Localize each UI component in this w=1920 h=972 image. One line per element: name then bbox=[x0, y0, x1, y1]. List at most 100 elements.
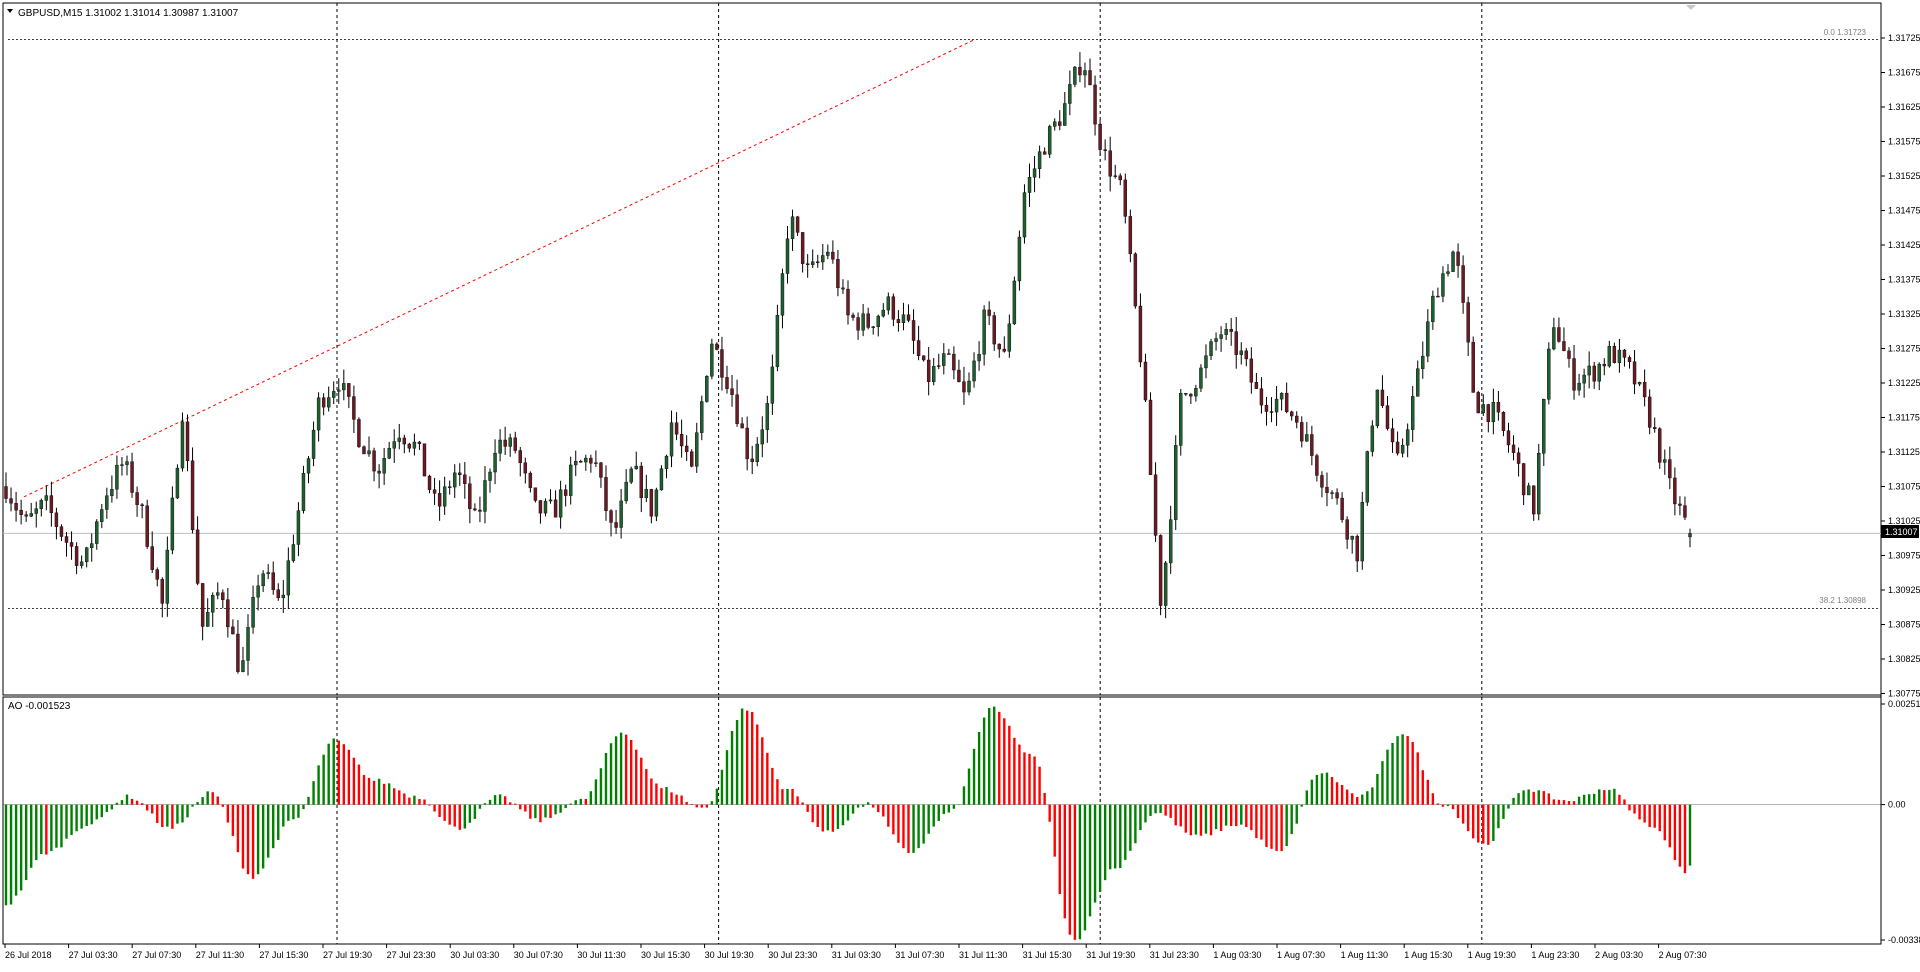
candle-body bbox=[1330, 492, 1334, 494]
ao-bar bbox=[478, 804, 482, 809]
ao-bar bbox=[448, 804, 451, 825]
ao-bar bbox=[675, 794, 678, 805]
ao-histogram bbox=[3, 706, 1881, 940]
triangle-down-icon[interactable] bbox=[7, 9, 13, 13]
candle-body bbox=[205, 612, 210, 627]
ao-bar bbox=[297, 804, 300, 818]
ao-bar bbox=[756, 724, 759, 805]
ao-bar bbox=[882, 804, 885, 817]
ao-bar bbox=[1340, 784, 1344, 805]
ao-bar bbox=[892, 804, 895, 835]
ao-bar bbox=[342, 744, 346, 805]
ao-bar bbox=[251, 804, 255, 879]
ao-bar bbox=[1068, 804, 1072, 935]
ao-bar bbox=[529, 804, 532, 819]
ao-bar bbox=[277, 804, 280, 840]
ao-bar bbox=[1229, 804, 1233, 827]
candle-body bbox=[523, 462, 528, 474]
candle-body bbox=[805, 263, 810, 265]
time-tick-label: 1 Aug 19:30 bbox=[1468, 950, 1516, 960]
candle-body bbox=[342, 383, 346, 391]
ao-bar bbox=[972, 748, 976, 805]
candle-body bbox=[715, 343, 719, 350]
scroll-indicator-icon[interactable] bbox=[1686, 5, 1696, 10]
ao-bar bbox=[907, 804, 910, 853]
ao-bar bbox=[740, 708, 744, 805]
candle-body bbox=[1567, 350, 1571, 359]
candle-body bbox=[745, 427, 749, 460]
ao-bar bbox=[1290, 804, 1293, 835]
candle-body bbox=[1289, 411, 1294, 417]
candle-body bbox=[24, 514, 28, 517]
ao-bar bbox=[488, 799, 492, 805]
candle-body bbox=[795, 216, 800, 233]
ao-bar bbox=[1058, 804, 1061, 894]
ao-bar bbox=[947, 804, 951, 813]
ao-bar bbox=[897, 804, 900, 843]
ao-bar bbox=[1653, 804, 1656, 828]
candle-body bbox=[1612, 346, 1617, 363]
candle-body bbox=[574, 461, 578, 466]
candle-body bbox=[407, 443, 412, 449]
candle-body bbox=[982, 309, 986, 355]
candle-body bbox=[1511, 444, 1516, 453]
ao-bar bbox=[140, 803, 144, 805]
ao-bar bbox=[191, 804, 194, 807]
candle-body bbox=[876, 315, 880, 327]
candle-body bbox=[508, 437, 512, 447]
ao-bar bbox=[1149, 804, 1152, 816]
candle-body bbox=[639, 465, 643, 499]
candle-body bbox=[463, 474, 467, 484]
candle-body bbox=[422, 443, 427, 477]
candle-body bbox=[478, 509, 482, 512]
candle-body bbox=[992, 315, 996, 345]
candle-body bbox=[155, 569, 159, 580]
ao-bar bbox=[1275, 804, 1278, 851]
candle-body bbox=[770, 366, 775, 404]
ao-bar bbox=[307, 796, 310, 805]
ao-bar bbox=[957, 804, 961, 806]
candle-body bbox=[1158, 535, 1163, 606]
ao-bar bbox=[1159, 804, 1162, 813]
ao-bar bbox=[423, 799, 426, 805]
candle-body bbox=[1184, 393, 1188, 395]
candle-body bbox=[1083, 70, 1087, 76]
ao-bar bbox=[932, 804, 935, 827]
ao-bar bbox=[791, 789, 794, 805]
ao-bar bbox=[201, 797, 204, 805]
ao-bar bbox=[408, 797, 411, 805]
ao-bar bbox=[700, 804, 703, 808]
candle-body bbox=[972, 360, 976, 382]
ao-bar bbox=[1108, 804, 1112, 870]
candle-body bbox=[1375, 389, 1380, 427]
ao-bar bbox=[584, 798, 588, 805]
candle-body bbox=[589, 457, 593, 464]
candle-body bbox=[800, 232, 805, 264]
ao-bar bbox=[1023, 752, 1026, 805]
ao-bar bbox=[337, 740, 340, 805]
ao-bar bbox=[574, 800, 577, 805]
candle-body bbox=[816, 261, 820, 263]
candle-body bbox=[553, 499, 558, 518]
candle-body bbox=[1103, 149, 1107, 151]
ao-bar bbox=[1648, 804, 1651, 828]
price-tick-label: 1.30975 bbox=[1888, 551, 1920, 561]
candle-body bbox=[130, 461, 134, 493]
candle-body bbox=[1194, 388, 1198, 397]
ao-bar bbox=[498, 794, 502, 805]
candle-body bbox=[180, 421, 185, 469]
candle-body bbox=[1471, 341, 1475, 393]
ao-bar bbox=[367, 777, 371, 805]
ao-bar bbox=[1547, 793, 1551, 805]
candle-body bbox=[347, 383, 351, 397]
time-tick-label: 30 Jul 03:30 bbox=[450, 950, 499, 960]
ao-bar bbox=[1224, 804, 1228, 826]
candle-body bbox=[392, 441, 396, 449]
candle-body bbox=[402, 437, 407, 445]
ao-bar bbox=[95, 804, 98, 820]
ao-bar bbox=[418, 799, 421, 805]
candle-body bbox=[1148, 399, 1153, 475]
ao-bar bbox=[1482, 804, 1485, 844]
